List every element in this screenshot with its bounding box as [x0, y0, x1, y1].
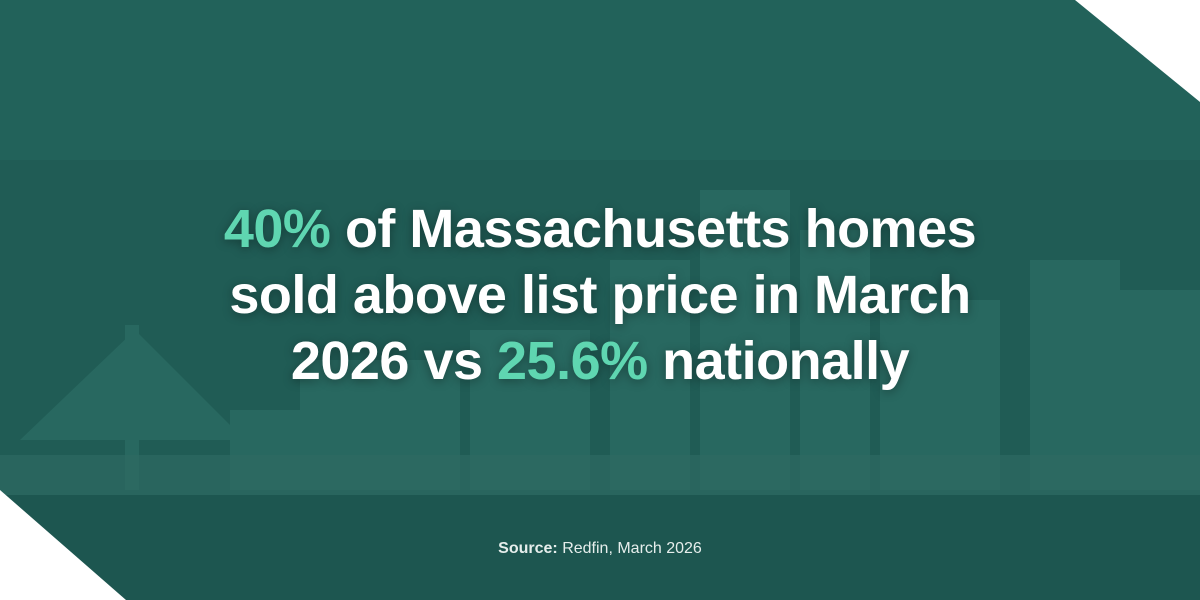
- corner-bottom-left: [0, 490, 126, 600]
- source: Source: Redfin, March 2026: [0, 540, 1200, 558]
- headline-text: 2026 vs: [290, 331, 498, 391]
- water: [0, 495, 1200, 600]
- highlight: 40%: [223, 199, 331, 259]
- headline-line: sold above list price in March: [0, 262, 1200, 328]
- highlight: 25.6%: [497, 331, 648, 391]
- sky: [0, 0, 1200, 160]
- corner-top-right: [1075, 0, 1200, 102]
- bridge: [0, 455, 1200, 495]
- headline-line: 2026 vs 25.6% nationally: [0, 328, 1200, 394]
- headline-text: sold above list price in March: [229, 265, 971, 325]
- headline-line: 40% of Massachusetts homes: [0, 196, 1200, 262]
- source-text: Redfin, March 2026: [557, 540, 702, 557]
- headline: 40% of Massachusetts homes sold above lis…: [0, 196, 1200, 394]
- headline-text: of Massachusetts homes: [330, 199, 977, 259]
- headline-text: nationally: [647, 331, 910, 391]
- source-label: Source:: [498, 540, 558, 557]
